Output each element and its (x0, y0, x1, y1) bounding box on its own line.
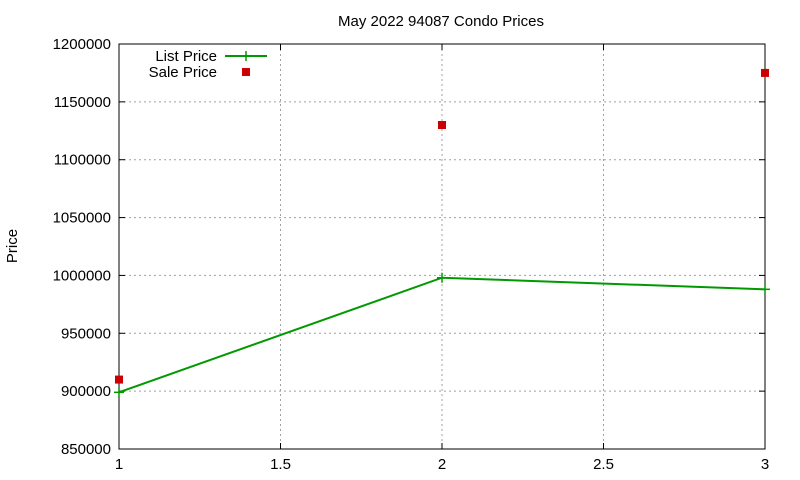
y-tick-label: 950000 (61, 325, 111, 342)
y-tick-label: 850000 (61, 441, 111, 458)
sale-price-point (115, 375, 123, 384)
y-tick-label: 1050000 (53, 210, 111, 227)
chart-title: May 2022 94087 Condo Prices (338, 13, 544, 30)
y-axis-label: Price (4, 229, 21, 263)
x-tick-label: 1.5 (270, 456, 291, 473)
x-tick-label: 3 (761, 456, 769, 473)
sale-price-point (761, 68, 769, 77)
legend-label: Sale Price (149, 64, 217, 81)
series-0 (114, 272, 770, 398)
y-tick-label: 1100000 (54, 152, 111, 169)
grid-lines (119, 44, 765, 449)
legend-label: List Price (155, 48, 217, 65)
series-1 (115, 68, 769, 384)
axis-ticks: 850000 900000 950000 1000000 1050000 1100000 1… (53, 36, 770, 473)
y-tick-label: 1000000 (53, 267, 111, 284)
sale-price-point (438, 121, 446, 129)
x-tick-label: 2 (438, 456, 446, 473)
series-layer (114, 68, 770, 398)
legend-swatch-square (242, 68, 250, 76)
x-tick-label: 2.5 (593, 456, 614, 473)
y-tick-label: 900000 (61, 383, 111, 400)
y-tick-label: 1150000 (54, 94, 111, 111)
y-tick-label: 1200000 (53, 36, 111, 53)
x-tick-label: 1 (115, 456, 123, 473)
